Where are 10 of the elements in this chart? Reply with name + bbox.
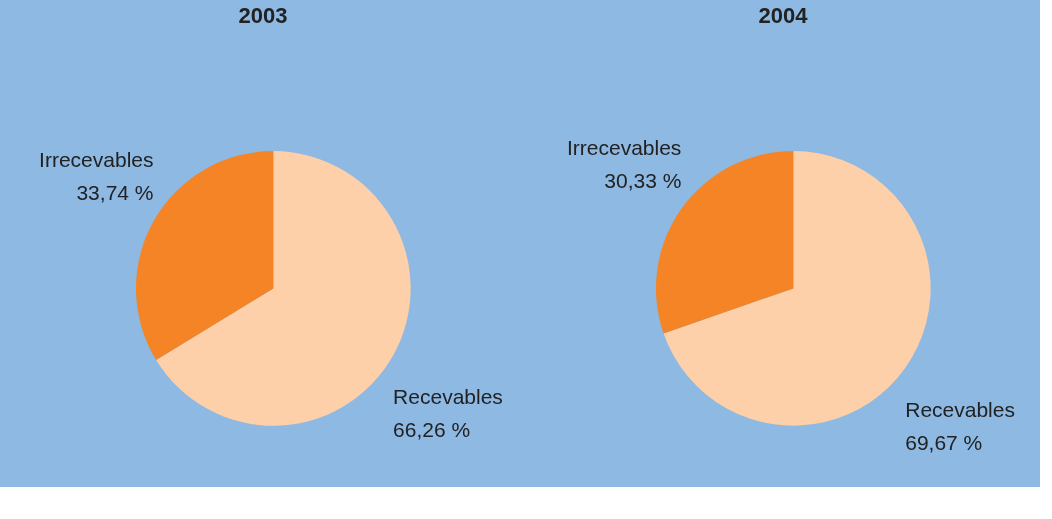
slice-label: Irrecevables [566,135,682,159]
chart-title: 2003 [238,2,288,28]
slice-label: Recevables [905,397,1015,421]
slice-label: Recevables [393,385,503,409]
data-label: 66,26 % [393,418,471,442]
slice-label: Irrecevables [39,147,154,171]
data-label: 33,74 % [76,180,154,204]
data-label: 69,67 % [905,430,983,454]
data-label: 30,33 % [604,168,682,192]
chart-title: 2004 [758,2,809,28]
